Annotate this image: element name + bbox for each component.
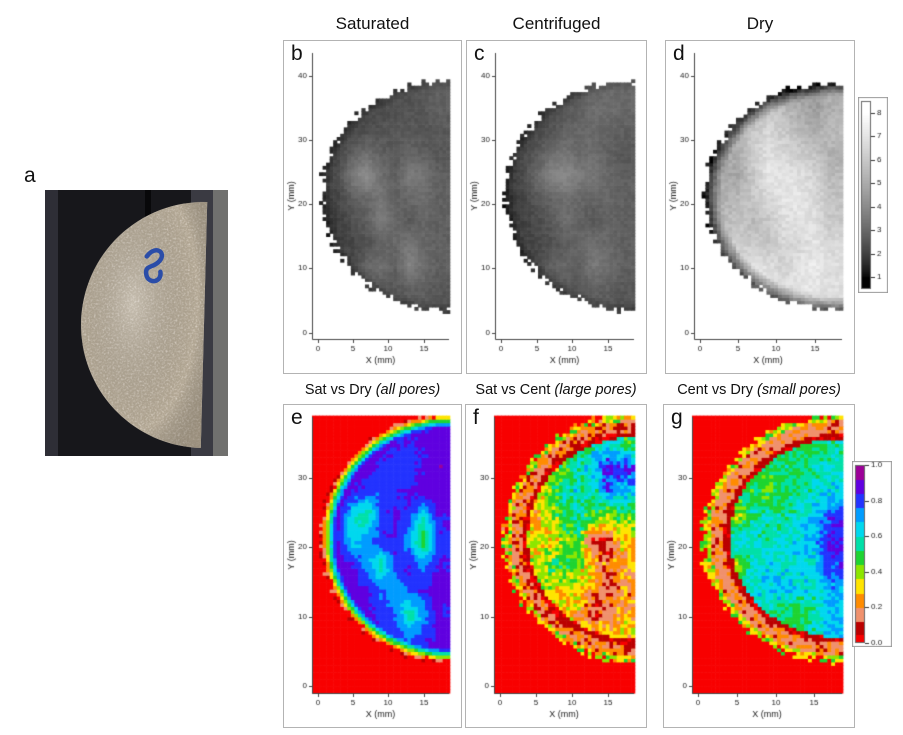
panel-c-letter: c <box>474 42 485 65</box>
panel-d-title: Dry <box>746 14 774 33</box>
heatmap-canvas-dry <box>666 41 854 373</box>
panel-g-title: Cent vs Dry (small pores) <box>677 382 841 398</box>
sample-photo-graphic <box>45 190 228 456</box>
blue-marker-squiggle <box>143 248 165 284</box>
sample-holder-rod <box>145 190 151 224</box>
panel-d-letter: d <box>673 42 685 65</box>
heatmap-panel-g: g <box>663 404 855 728</box>
panel-b-title: Saturated <box>335 14 410 33</box>
panel-f-letter: f <box>473 406 479 429</box>
heatmap-panel-f: f <box>465 404 647 728</box>
panel-a-letter: a <box>24 164 36 187</box>
heatmap-canvas-sat-vs-dry <box>284 405 461 727</box>
heatmap-panel-b: b <box>283 40 462 374</box>
heatmap-canvas-sat-vs-cent <box>466 405 646 727</box>
heatmap-panel-d: d <box>665 40 855 374</box>
rock-sample-half-disc <box>81 202 208 448</box>
heatmap-panel-c: c <box>466 40 647 374</box>
panel-f-title: Sat vs Cent (large pores) <box>475 382 637 398</box>
heatmap-canvas-cent-vs-dry <box>664 405 854 727</box>
heatmap-canvas-saturated <box>284 41 461 373</box>
panel-e-letter: e <box>291 406 303 429</box>
panel-g-letter: g <box>671 406 683 429</box>
panel-e-title: Sat vs Dry (all pores) <box>304 382 441 398</box>
rainbow-colorbar <box>852 461 892 652</box>
panel-c-title: Centrifuged <box>512 14 601 33</box>
grayscale-colorbar <box>858 97 888 298</box>
rainbow-colorbar-canvas <box>852 461 892 647</box>
sample-photo <box>45 190 228 456</box>
grayscale-colorbar-canvas <box>858 97 888 293</box>
heatmap-panel-e: e <box>283 404 462 728</box>
panel-b-letter: b <box>291 42 303 65</box>
heatmap-canvas-centrifuged <box>467 41 646 373</box>
